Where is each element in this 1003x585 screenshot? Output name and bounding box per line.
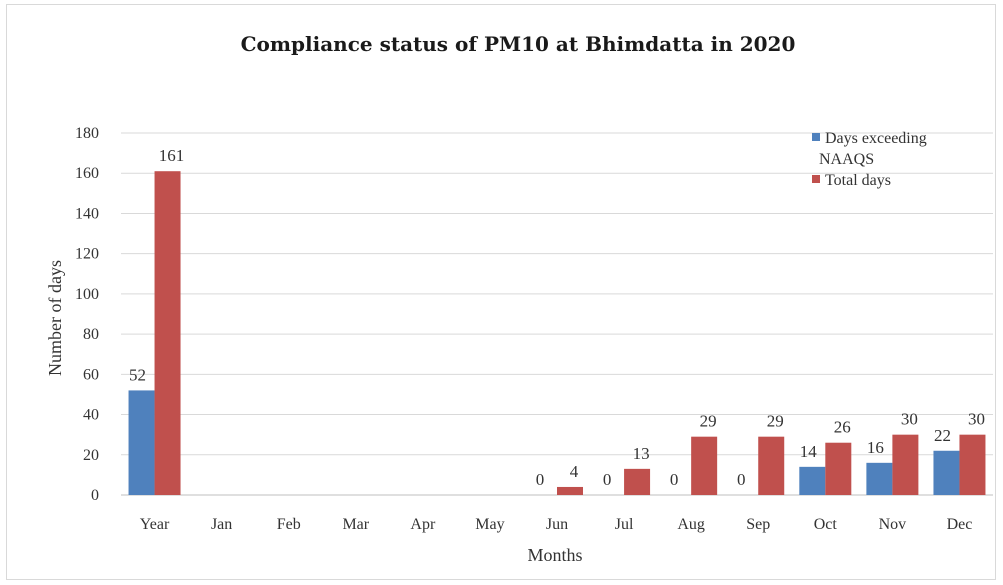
bar-total [624, 468, 651, 495]
legend-label: Total days [825, 172, 891, 189]
chart-title: Compliance status of PM10 at Bhimdatta i… [241, 32, 796, 56]
data-labels: 52 0 0 0 0 14 16 22 161 4 13 29 29 26 30 30 [129, 146, 985, 489]
x-tick-label: Feb [277, 516, 301, 533]
y-tick-label: 60 [83, 366, 99, 383]
bar-chart: Compliance status of PM10 at Bhimdatta i… [45, 32, 993, 565]
x-tick-label: May [475, 516, 504, 533]
x-tick-label: Apr [410, 516, 436, 533]
data-label: 22 [934, 426, 951, 445]
data-label: 16 [867, 438, 884, 457]
x-axis-ticks: Year Jan Feb Mar Apr May Jun Jul Aug Sep Oct Nov Dec [140, 516, 973, 533]
bars [128, 171, 986, 495]
bar-total [557, 486, 583, 495]
x-tick-label: Aug [677, 516, 705, 533]
x-tick-label: Mar [342, 516, 369, 533]
bar-exceeding [128, 390, 155, 495]
data-label: 13 [633, 444, 650, 463]
bar-exceeding [933, 450, 960, 495]
y-tick-label: 160 [75, 165, 99, 182]
data-label: 0 [603, 470, 612, 489]
data-label: 0 [670, 470, 679, 489]
y-tick-label: 180 [75, 125, 99, 142]
data-label: 161 [159, 146, 185, 165]
legend-swatch [812, 175, 820, 183]
legend: Days exceeding NAAQS Total days [812, 130, 927, 189]
x-tick-label: Jul [615, 516, 634, 533]
x-tick-label: Sep [746, 516, 770, 533]
y-tick-label: 140 [75, 205, 99, 222]
bar-total [825, 442, 852, 495]
x-tick-label: Jan [211, 516, 232, 533]
bar-total [892, 434, 919, 495]
bar-total [959, 434, 986, 495]
y-axis-ticks: 0 20 40 60 80 100 120 140 160 180 [75, 125, 99, 504]
legend-label: Days exceeding [825, 130, 927, 147]
data-label: 4 [570, 462, 579, 481]
x-axis-label: Months [527, 545, 582, 565]
y-axis-label: Number of days [45, 260, 65, 376]
y-tick-label: 20 [83, 447, 99, 464]
data-label: 29 [700, 412, 717, 431]
y-tick-label: 0 [91, 487, 99, 504]
data-label: 52 [129, 365, 146, 384]
bar-total [154, 171, 181, 495]
y-tick-label: 40 [83, 407, 99, 424]
x-tick-label: Year [140, 516, 170, 533]
x-tick-label: Dec [947, 516, 973, 533]
y-tick-label: 80 [83, 326, 99, 343]
legend-swatch [812, 133, 820, 141]
data-label: 0 [536, 470, 545, 489]
x-tick-label: Nov [879, 516, 907, 533]
x-tick-label: Jun [546, 516, 568, 533]
bar-exceeding [799, 466, 826, 495]
bar-exceeding [866, 462, 893, 495]
data-label: 14 [800, 442, 818, 461]
bar-total [758, 436, 785, 495]
y-tick-label: 100 [75, 286, 99, 303]
y-tick-label: 120 [75, 246, 99, 263]
data-label: 30 [968, 410, 985, 429]
data-label: 30 [901, 410, 918, 429]
x-tick-label: Oct [814, 516, 838, 533]
data-label: 0 [737, 470, 746, 489]
data-label: 29 [767, 412, 784, 431]
bar-total [691, 436, 718, 495]
gridlines [121, 132, 993, 496]
legend-label: NAAQS [819, 151, 874, 168]
data-label: 26 [834, 418, 851, 437]
chart-frame: Compliance status of PM10 at Bhimdatta i… [6, 4, 996, 580]
